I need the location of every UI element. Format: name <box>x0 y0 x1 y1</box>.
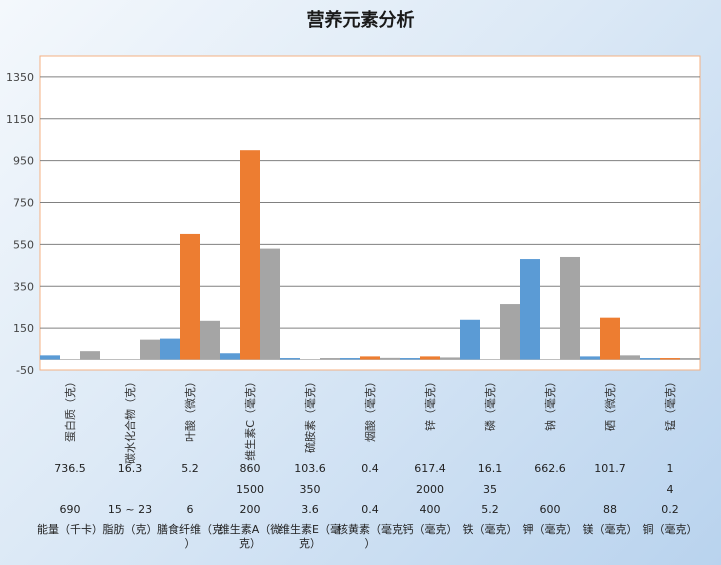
table-cell: 15 ~ 23 <box>108 503 152 516</box>
table-cell: 400 <box>420 503 441 516</box>
table-cell: 350 <box>300 483 321 496</box>
table-label: 脂肪（克） <box>103 522 158 536</box>
table-cell: 736.5 <box>54 462 86 475</box>
bar <box>420 356 440 360</box>
y-tick-label: 350 <box>13 280 34 293</box>
bar <box>660 358 680 360</box>
category-label: 锰（毫克） <box>663 376 677 431</box>
table-label: 维生素E（毫克） <box>279 522 341 550</box>
y-tick-label: 1150 <box>6 113 34 126</box>
table-cell: 662.6 <box>534 462 566 475</box>
table-cell: 88 <box>603 503 617 516</box>
table-cell: 3.6 <box>301 503 319 516</box>
bar <box>440 357 460 360</box>
table-cell: 16.1 <box>478 462 503 475</box>
bar <box>140 339 160 360</box>
category-label: 硫胺素（毫克） <box>303 376 317 453</box>
y-tick-label: 750 <box>13 197 34 210</box>
table-cell: 617.4 <box>414 462 446 475</box>
table-cell: 2000 <box>416 483 444 496</box>
y-tick-label: -50 <box>16 364 34 377</box>
bar <box>400 358 420 360</box>
category-label: 钠（毫克） <box>543 376 557 431</box>
bar <box>680 358 700 360</box>
table-cell: 101.7 <box>594 462 626 475</box>
table-label: 核黄素（毫克） <box>337 522 403 550</box>
table-cell: 103.6 <box>294 462 326 475</box>
table-cell: 4 <box>667 483 674 496</box>
table-cell: 35 <box>483 483 497 496</box>
category-label: 叶酸（微克） <box>183 376 197 442</box>
category-label: 碳水化合物（克） <box>123 376 137 464</box>
table-cell: 0.2 <box>661 503 679 516</box>
table-label: 钾（毫克） <box>523 522 578 536</box>
table-label: 铁（毫克） <box>463 522 518 536</box>
table-label: 钙（毫克） <box>403 522 458 536</box>
table-cell: 600 <box>540 503 561 516</box>
bar <box>280 358 300 360</box>
bar <box>600 317 620 360</box>
bar <box>180 233 200 360</box>
bar <box>80 351 100 360</box>
table-cell: 1 <box>667 462 674 475</box>
bar <box>460 319 480 360</box>
table-label: 镁（毫克） <box>583 522 638 536</box>
bar <box>320 358 340 360</box>
y-tick-label: 550 <box>13 238 34 251</box>
table-cell: 0.4 <box>361 462 379 475</box>
bar <box>340 358 360 360</box>
bar <box>560 256 580 360</box>
bar <box>640 358 660 360</box>
table-cell: 5.2 <box>481 503 499 516</box>
plot-area <box>39 55 701 371</box>
bar <box>160 338 180 360</box>
bar <box>40 355 60 360</box>
table-label: 膳食纤维（克） <box>157 522 223 550</box>
table-label: 能量（千卡） <box>37 522 103 536</box>
table-cell: 200 <box>240 503 261 516</box>
category-label: 硒（微克） <box>603 376 617 431</box>
table-cell: 860 <box>240 462 261 475</box>
bar <box>380 357 400 360</box>
category-label: 蛋白质（克） <box>63 376 77 442</box>
table-cell: 690 <box>60 503 81 516</box>
bar <box>240 150 260 360</box>
category-label: 烟酸（毫克） <box>363 376 377 442</box>
chart-title: 营养元素分析 <box>306 10 415 31</box>
bar <box>360 356 380 360</box>
table-cell: 6 <box>187 503 194 516</box>
bar <box>520 259 540 360</box>
category-label: 维生素C（毫克） <box>243 376 257 461</box>
table-cell: 16.3 <box>118 462 143 475</box>
bar <box>580 356 600 360</box>
table-label: 维生素A（微克） <box>219 522 282 550</box>
bar <box>220 353 240 360</box>
bar <box>620 355 640 360</box>
bar <box>260 248 280 360</box>
bar <box>200 320 220 360</box>
category-label: 磷（毫克） <box>483 376 497 431</box>
y-tick-label: 1350 <box>6 71 34 84</box>
y-tick-label: 950 <box>13 155 34 168</box>
table-cell: 1500 <box>236 483 264 496</box>
table-cell: 0.4 <box>361 503 379 516</box>
table-label: 铜（毫克） <box>643 522 698 536</box>
y-tick-label: 150 <box>13 322 34 335</box>
bar <box>500 304 520 360</box>
category-label: 锌（毫克） <box>423 376 437 431</box>
table-cell: 5.2 <box>181 462 199 475</box>
